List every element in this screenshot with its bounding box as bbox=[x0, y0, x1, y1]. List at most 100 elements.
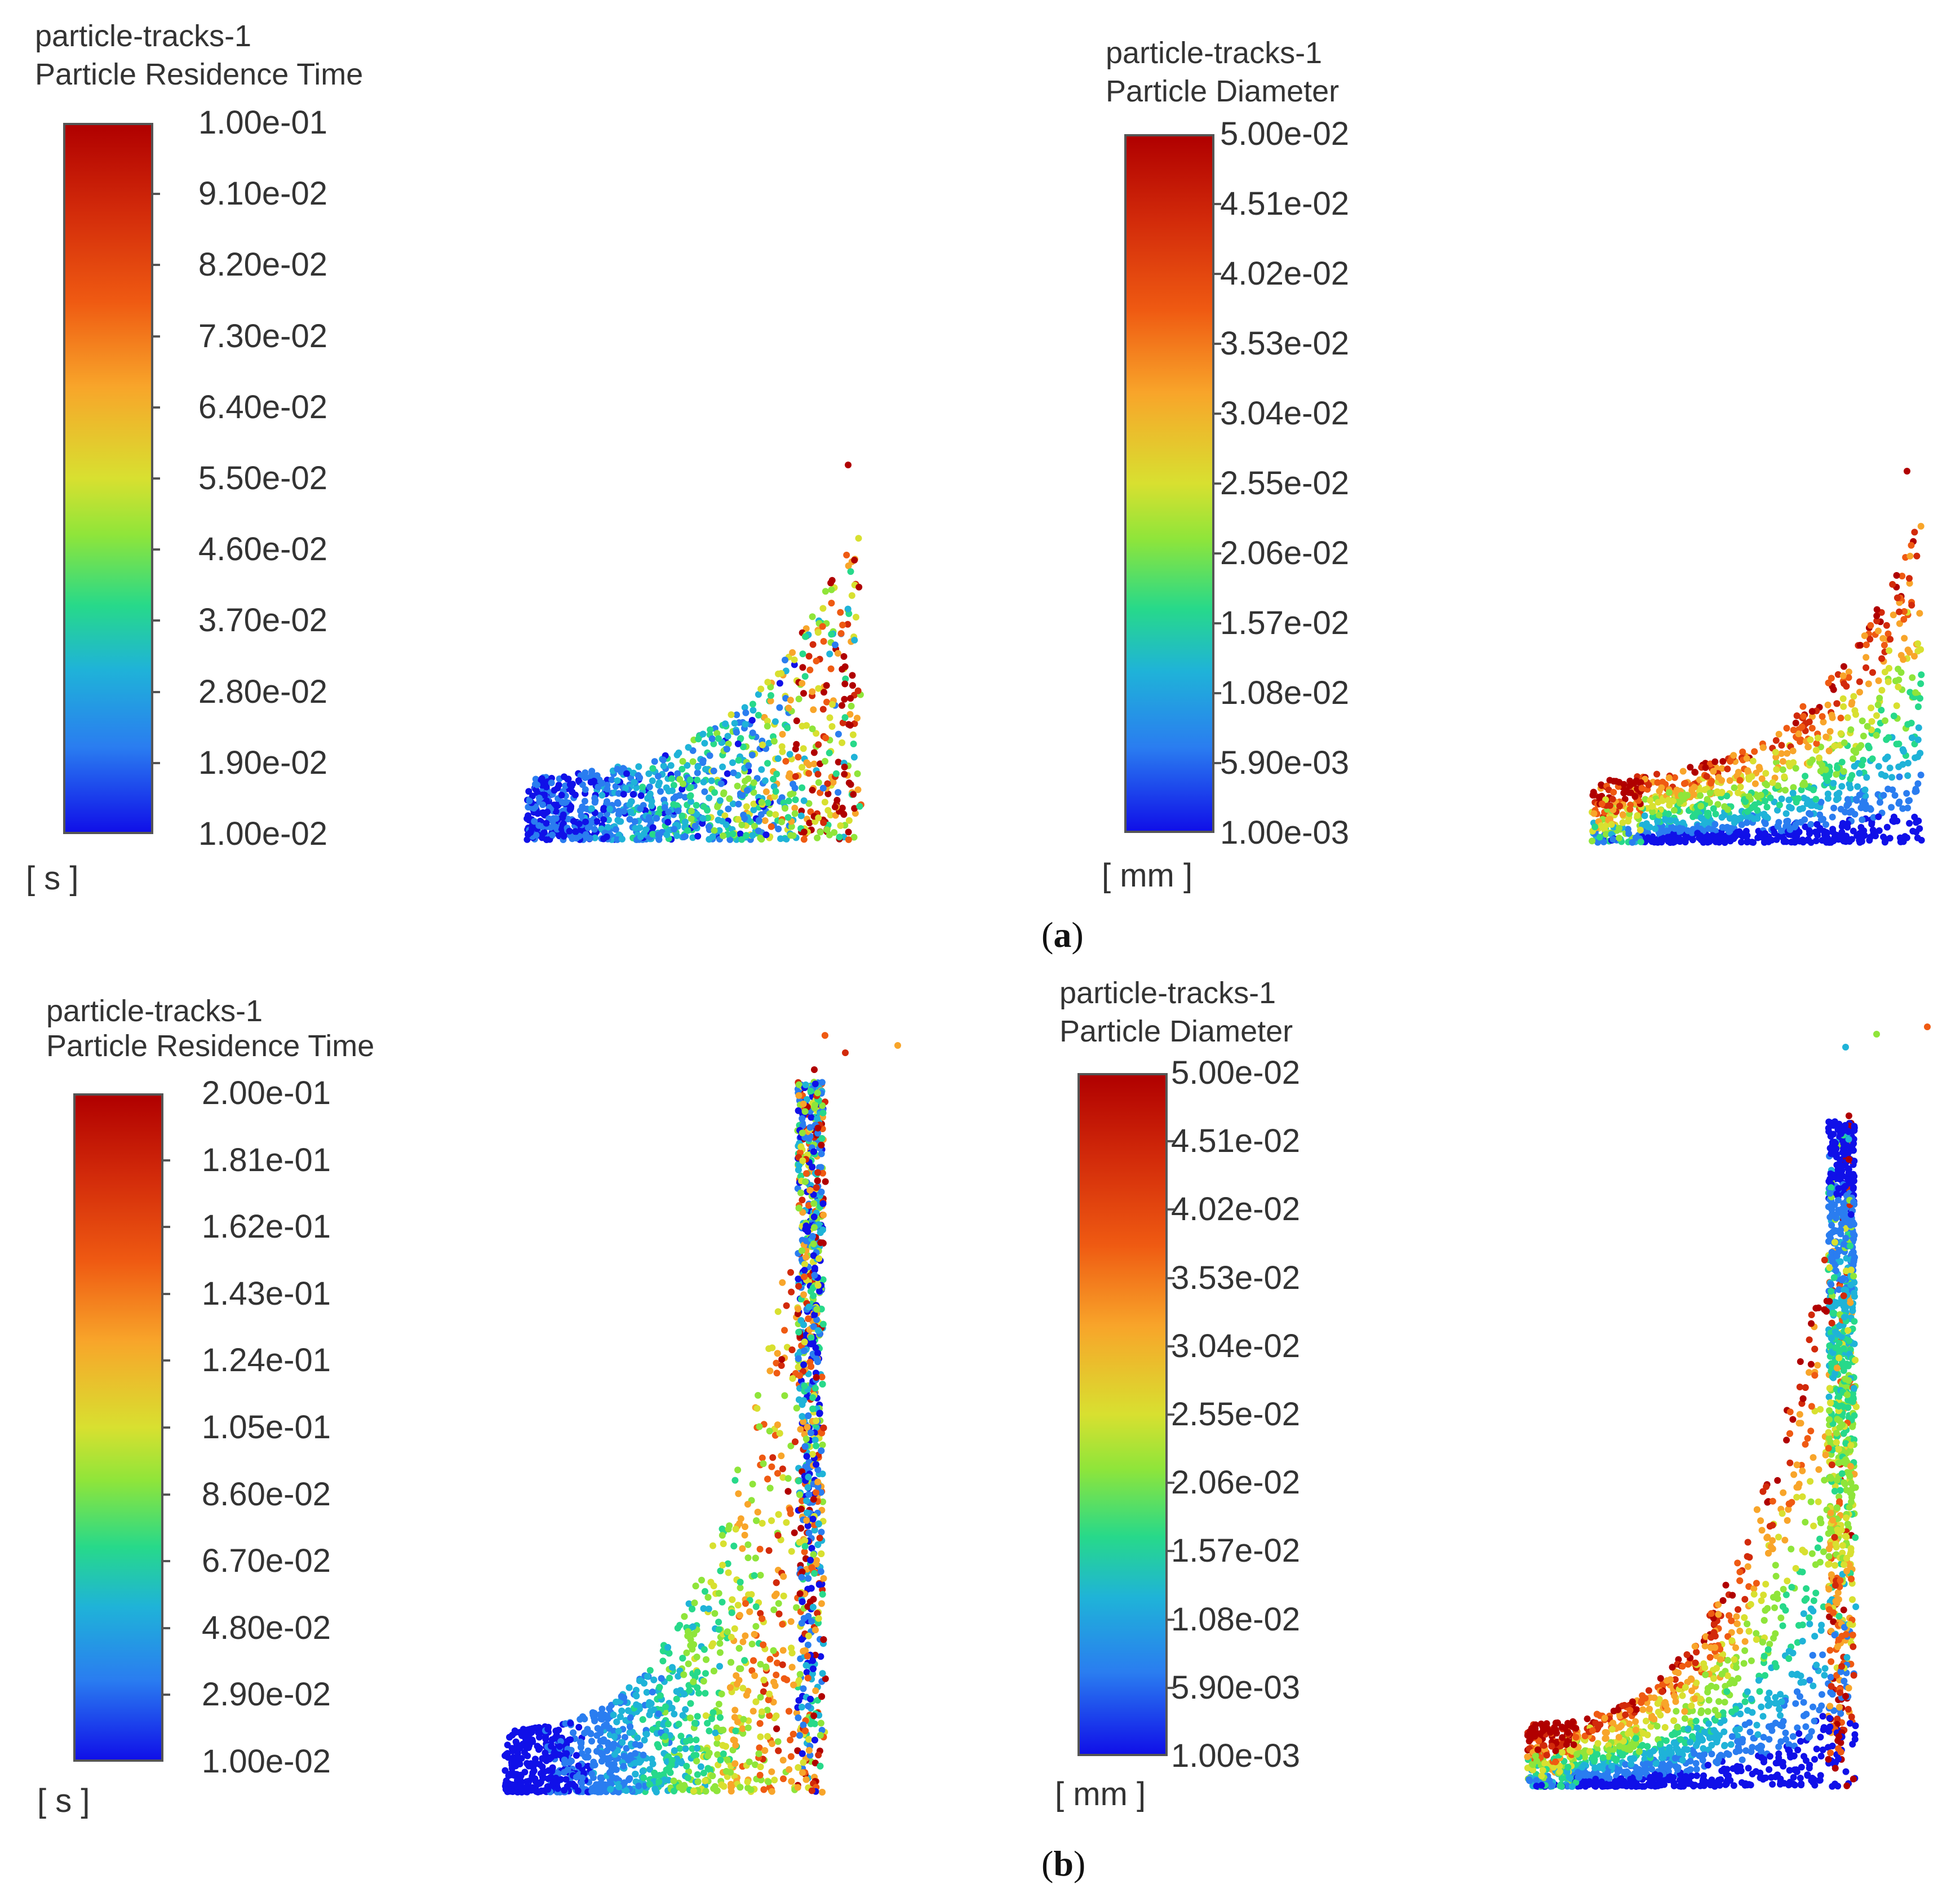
particle-point bbox=[762, 788, 770, 795]
particle-point bbox=[750, 1708, 757, 1715]
particle-point bbox=[800, 836, 808, 843]
particle-point bbox=[535, 795, 543, 801]
particle-point bbox=[792, 1438, 799, 1446]
particle-point bbox=[798, 1574, 805, 1581]
particle-point bbox=[845, 836, 852, 843]
particle-point bbox=[562, 1776, 570, 1783]
particle-point bbox=[1807, 802, 1815, 809]
particle-point bbox=[766, 1690, 773, 1697]
particle-point bbox=[1859, 816, 1866, 823]
particle-point bbox=[746, 1608, 753, 1615]
particle-point bbox=[850, 834, 858, 841]
particle-point bbox=[640, 1752, 647, 1759]
particle-point bbox=[704, 814, 711, 822]
particle-point bbox=[1631, 793, 1639, 800]
particle-point bbox=[1608, 821, 1615, 828]
particle-point bbox=[1906, 575, 1913, 582]
particle-point bbox=[626, 1684, 633, 1691]
particle-point bbox=[720, 1750, 727, 1757]
particle-point bbox=[851, 636, 858, 644]
particle-point bbox=[591, 778, 597, 784]
particle-point bbox=[620, 791, 627, 798]
particle-point bbox=[539, 801, 546, 808]
particle-point bbox=[809, 725, 816, 733]
particle-point bbox=[529, 1738, 536, 1745]
particle-point bbox=[704, 1765, 712, 1772]
particle-point bbox=[1856, 770, 1863, 777]
particle-point bbox=[584, 1753, 592, 1761]
particle-point bbox=[525, 788, 533, 795]
particle-point bbox=[804, 1228, 812, 1235]
particle-point bbox=[611, 1751, 618, 1758]
particle-point bbox=[1616, 803, 1624, 810]
particle-point bbox=[814, 1541, 822, 1548]
particle-point bbox=[1896, 620, 1903, 627]
particle-point bbox=[773, 1579, 780, 1586]
particle-point bbox=[598, 1716, 606, 1723]
particle-point bbox=[847, 568, 854, 575]
particle-point bbox=[635, 763, 642, 770]
particle-point bbox=[808, 1564, 815, 1571]
particle-point bbox=[773, 1369, 781, 1377]
particle-point bbox=[689, 1605, 696, 1612]
particle-point bbox=[773, 770, 781, 778]
particle-point bbox=[843, 551, 850, 559]
particle-point bbox=[752, 1698, 760, 1705]
particle-point bbox=[649, 1760, 657, 1767]
particle-point bbox=[1654, 818, 1661, 825]
particle-point bbox=[1886, 647, 1893, 654]
colorbar-unit: [ s ] bbox=[37, 1783, 90, 1819]
particle-point bbox=[577, 1738, 584, 1745]
particle-point bbox=[1665, 774, 1673, 782]
particle-point bbox=[1908, 601, 1915, 609]
particle-point bbox=[842, 1049, 849, 1056]
particle-point bbox=[795, 1166, 802, 1173]
particle-point bbox=[1790, 726, 1797, 734]
particle-point bbox=[1844, 796, 1851, 803]
particle-point bbox=[700, 778, 707, 786]
particle-point bbox=[656, 1683, 663, 1691]
particle-point bbox=[591, 826, 598, 833]
particle-point bbox=[1847, 726, 1855, 733]
particle-point bbox=[570, 1729, 577, 1736]
particle-point bbox=[639, 1767, 646, 1775]
particle-point bbox=[1875, 763, 1882, 770]
particle-scatter-b-residence bbox=[502, 1032, 901, 1796]
particle-point bbox=[1810, 786, 1817, 794]
particle-point bbox=[1830, 837, 1837, 844]
particle-point bbox=[1812, 796, 1820, 803]
particle-point bbox=[538, 775, 546, 782]
particle-point bbox=[699, 730, 707, 738]
particle-point bbox=[1897, 669, 1905, 676]
particle-point bbox=[662, 1703, 669, 1710]
particle-point bbox=[822, 734, 830, 742]
particle-point bbox=[551, 1735, 558, 1742]
particle-point bbox=[1598, 800, 1606, 808]
particle-point bbox=[552, 823, 559, 831]
particle-point bbox=[649, 765, 657, 772]
particle-point bbox=[716, 797, 724, 804]
particle-point bbox=[800, 1759, 807, 1766]
particle-point bbox=[1804, 743, 1812, 751]
particle-point bbox=[668, 775, 675, 782]
particle-point bbox=[694, 1778, 702, 1785]
particle-point bbox=[1648, 803, 1656, 810]
particle-point bbox=[726, 836, 734, 843]
particle-point bbox=[716, 1714, 724, 1721]
particle-point bbox=[680, 780, 686, 787]
particle-point bbox=[533, 831, 540, 839]
particle-point bbox=[1857, 824, 1865, 831]
particle-point bbox=[1819, 713, 1826, 720]
particle-point bbox=[766, 810, 773, 817]
particle-point bbox=[729, 830, 737, 837]
particle-point bbox=[835, 730, 842, 738]
particle-point bbox=[854, 715, 861, 722]
particle-point bbox=[625, 1776, 632, 1783]
particle-point bbox=[605, 1741, 612, 1748]
particle-point bbox=[600, 816, 607, 823]
particle-point bbox=[1822, 766, 1829, 773]
particle-point bbox=[764, 679, 771, 686]
legend-title-line1: particle-tracks-1 bbox=[35, 19, 252, 53]
particle-point bbox=[1869, 826, 1877, 834]
particle-point bbox=[761, 817, 769, 825]
